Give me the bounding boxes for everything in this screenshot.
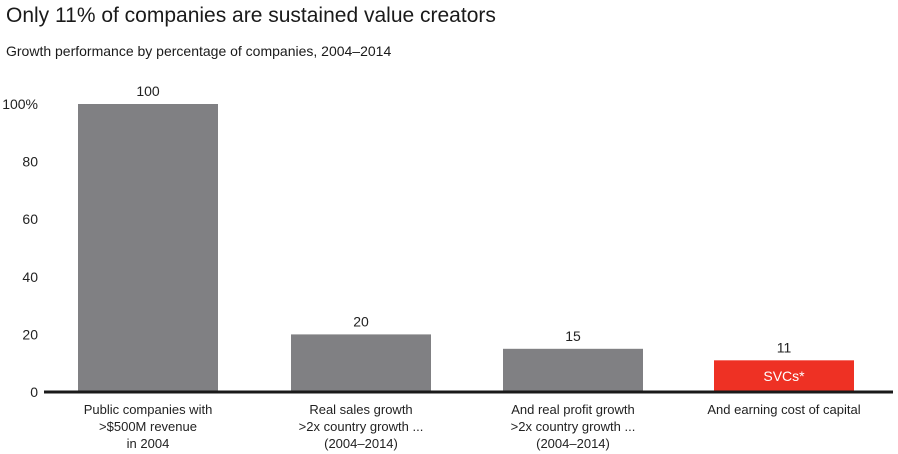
x-category-label: Real sales growth: [309, 402, 412, 417]
bar: [291, 334, 431, 392]
bar-value-label: 11: [777, 339, 792, 355]
x-category-label: (2004–2014): [324, 436, 398, 451]
x-category-label: in 2004: [127, 436, 170, 451]
y-tick-label: 20: [22, 326, 38, 342]
bar: [714, 360, 854, 392]
x-category-label: Public companies with: [84, 402, 213, 417]
x-category-label: (2004–2014): [536, 436, 610, 451]
x-category-label: And earning cost of capital: [707, 402, 860, 417]
y-tick-label: 40: [22, 269, 38, 285]
bar-inner-label: SVCs*: [763, 368, 805, 384]
chart-subtitle: Growth performance by percentage of comp…: [6, 43, 392, 59]
y-tick-label: 100%: [2, 96, 38, 112]
bar-value-label: 100: [136, 83, 160, 99]
x-category-label: >2x country growth ...: [299, 419, 424, 434]
bar: [503, 348, 643, 392]
x-category-label: >2x country growth ...: [511, 419, 636, 434]
y-tick-label: 0: [30, 384, 38, 400]
x-category-label: And real profit growth: [511, 402, 635, 417]
y-tick-label: 80: [22, 154, 38, 170]
bar: [78, 104, 218, 392]
bar-value-label: 20: [353, 313, 369, 329]
x-category-label: >$500M revenue: [99, 419, 197, 434]
chart-title: Only 11% of companies are sustained valu…: [6, 4, 496, 27]
y-tick-label: 60: [22, 211, 38, 227]
bar-value-label: 15: [565, 328, 581, 344]
